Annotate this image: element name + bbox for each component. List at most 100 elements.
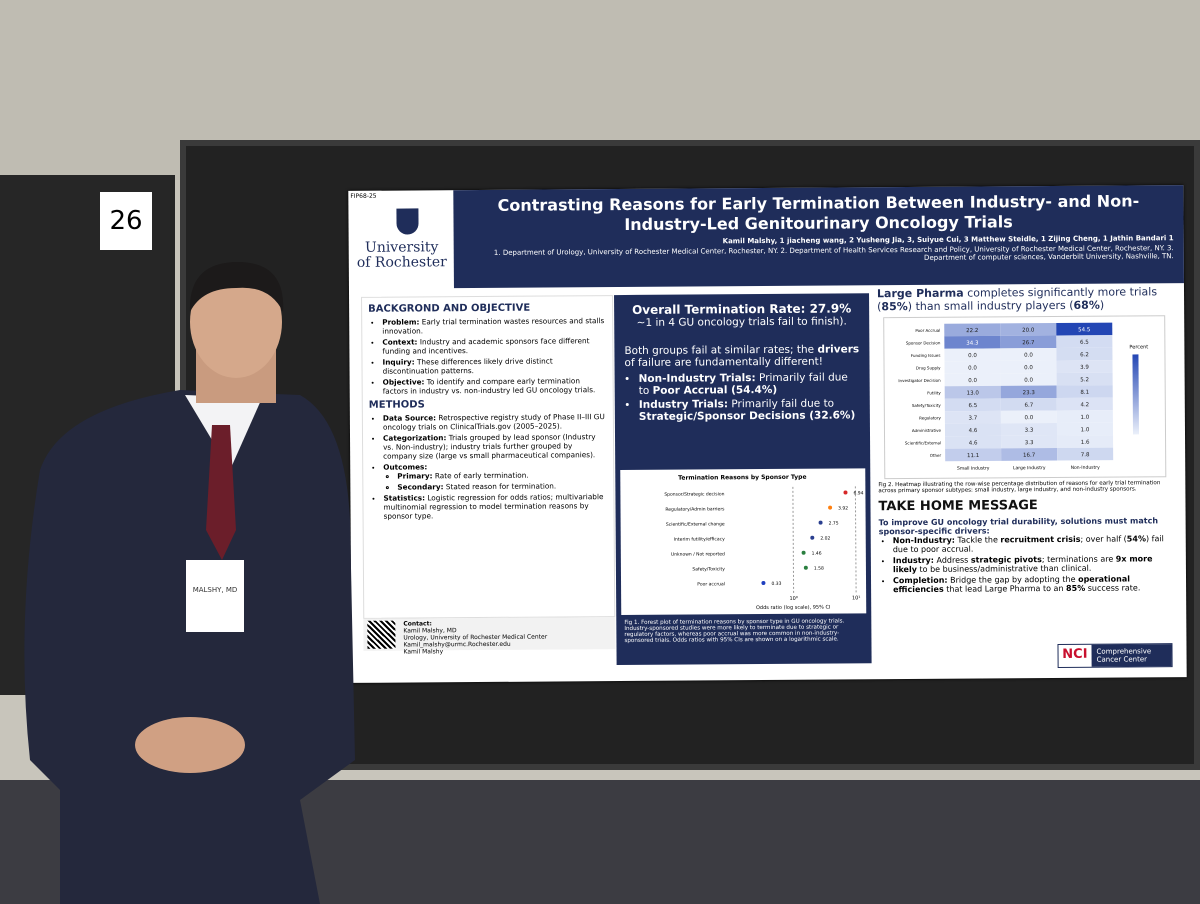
nci-mark: NCI (1062, 646, 1088, 662)
point (810, 535, 815, 540)
heat-cell (944, 398, 1001, 412)
x-axis-label: Odds ratio (log scale), 95% CI (756, 605, 830, 612)
bullet: Statistics: Logistic regression for odds… (383, 492, 607, 521)
point (803, 565, 808, 570)
body-text: Both groups fail at similar rates; the d… (624, 343, 859, 369)
heat-cell (1056, 372, 1113, 386)
cell-value: 6.2 (1080, 352, 1089, 358)
bullet-label: Statistics: (383, 493, 426, 503)
institution: University of Rochester (356, 239, 447, 271)
point (828, 505, 833, 510)
text-run: Strategic/Sponsor Decisions (32.6%) (638, 409, 856, 423)
heat-cell (1057, 435, 1114, 448)
value-label: 3.92 (838, 505, 848, 511)
row-label: Scientific/External (905, 440, 941, 445)
point (818, 520, 823, 525)
row-label: Futility (927, 390, 941, 395)
cell-value: 22.2 (966, 328, 978, 334)
text-run: success rate. (1085, 583, 1141, 593)
text-run: Industry Trials: (638, 398, 729, 411)
cell-value: 26.7 (1022, 340, 1035, 346)
bullet-label: Secondary: (397, 482, 444, 492)
sub-list: Primary: Rate of early termination.Secon… (383, 470, 607, 492)
heat-cell (1056, 360, 1113, 373)
bullet-label: Objective: (382, 377, 425, 387)
bullet-label: Inquiry: (382, 357, 415, 367)
cell-value: 16.7 (1023, 453, 1036, 459)
cell-value: 0.0 (968, 353, 977, 359)
text-run: Poor Accrual (54.4%) (652, 383, 778, 397)
point (843, 490, 848, 495)
heat-cell (1000, 372, 1057, 386)
column-label: Small Industry (957, 465, 990, 471)
cell-value: 3.7 (969, 416, 978, 422)
row-label: Investigator Decision (898, 378, 941, 383)
heat-cell (944, 360, 1001, 374)
cell-value: 0.0 (1024, 378, 1033, 384)
heat-cell (945, 448, 1002, 462)
row-label: Drug Supply (916, 365, 941, 370)
hair (189, 262, 284, 312)
reference-line (854, 486, 857, 593)
heat-cell (1057, 447, 1114, 461)
forest-plot: Termination Reasons by Sponsor Type 10⁰ 10… (620, 468, 867, 616)
cell-value: 13.0 (967, 391, 980, 397)
cell-value: 11.1 (967, 453, 979, 459)
cell-value: 7.8 (1081, 452, 1090, 458)
qr-code (367, 620, 396, 649)
heatmap-svg: Poor Accrual 22.2 20.0 54.5 Sponsor Decision… (898, 322, 1148, 472)
center-column: Overall Termination Rate: 27.9% ~1 in 4 G… (614, 293, 872, 666)
text-run: ; over half ( (1080, 534, 1127, 544)
forest-svg: Termination Reasons by Sponsor Type 10⁰ 10… (664, 474, 863, 612)
cell-value: 0.0 (968, 366, 977, 372)
text-run: that lead Large Pharma to an (943, 583, 1067, 594)
bullet: Categorization: Trials grouped by lead s… (382, 432, 607, 460)
bullet-label: Categorization: (382, 433, 447, 443)
cell-value: 34.3 (966, 341, 979, 347)
bullet: Non-Industry: Tackle the recruitment cri… (893, 534, 1176, 554)
bullet: Problem: Early trial termination wastes … (382, 316, 606, 336)
bullet: Objective: To identify and compare early… (382, 376, 607, 395)
text-run: recruitment crisis (1000, 534, 1081, 545)
cell-value: 8.1 (1080, 390, 1089, 396)
bullet-list: Data Source: Retrospective registry stud… (369, 412, 608, 521)
row-label: Funding Issues (911, 353, 941, 358)
cell-value: 0.0 (1024, 365, 1033, 371)
bullet: Outcomes: Primary: Rate of early termina… (383, 461, 607, 492)
x-tick-label: 10¹ (852, 595, 860, 601)
cell-value: 3.9 (1080, 365, 1089, 371)
row-label: Safety/Toxicity (912, 403, 942, 408)
reference-line (792, 486, 795, 593)
bullet-label: Context: (382, 337, 418, 347)
cell-value: 4.2 (1080, 402, 1089, 408)
heat-cell (1056, 397, 1113, 411)
heat-cell (1056, 410, 1113, 423)
heat-cell (1000, 335, 1057, 349)
header: Contrasting Reasons for Early Terminatio… (453, 185, 1184, 289)
heat-cell (1000, 422, 1058, 436)
heat-cell (1056, 322, 1113, 336)
left-column: BACKGROND AND OBJECTIVEProblem: Early tr… (361, 295, 616, 619)
bullet: Data Source: Retrospective registry stud… (383, 412, 607, 432)
cell-value: 1.0 (1081, 427, 1090, 433)
figure-caption: Fig 1. Forest plot of termination reason… (624, 618, 845, 645)
cell-value: 54.5 (1078, 327, 1091, 333)
section-heading: TAKE HOME MESSAGE (878, 498, 1038, 515)
cell-value: 1.6 (1081, 440, 1090, 446)
heat-cell (1000, 347, 1057, 361)
bullet-label: Primary: (397, 471, 433, 481)
colorbar (1132, 354, 1140, 435)
cell-value: 6.5 (1080, 340, 1089, 346)
legend-title: Percent (1129, 344, 1148, 350)
text-run: drivers (817, 343, 860, 356)
heat-cell (945, 435, 1002, 449)
category-label: Scientific/External change (666, 521, 725, 527)
category-label: Safety/Toxicity (692, 566, 725, 572)
text-run: Tackle the (954, 535, 1001, 545)
heat-cell (944, 335, 1001, 349)
bullet: Industry: Address strategic pivots; term… (893, 554, 1176, 574)
crest (396, 208, 419, 235)
bullet-list: Non-Industry: Tackle the recruitment cri… (879, 534, 1176, 594)
contact-bar: Contact: Kamil Malshy, MD Urology, Univers… (363, 617, 616, 656)
